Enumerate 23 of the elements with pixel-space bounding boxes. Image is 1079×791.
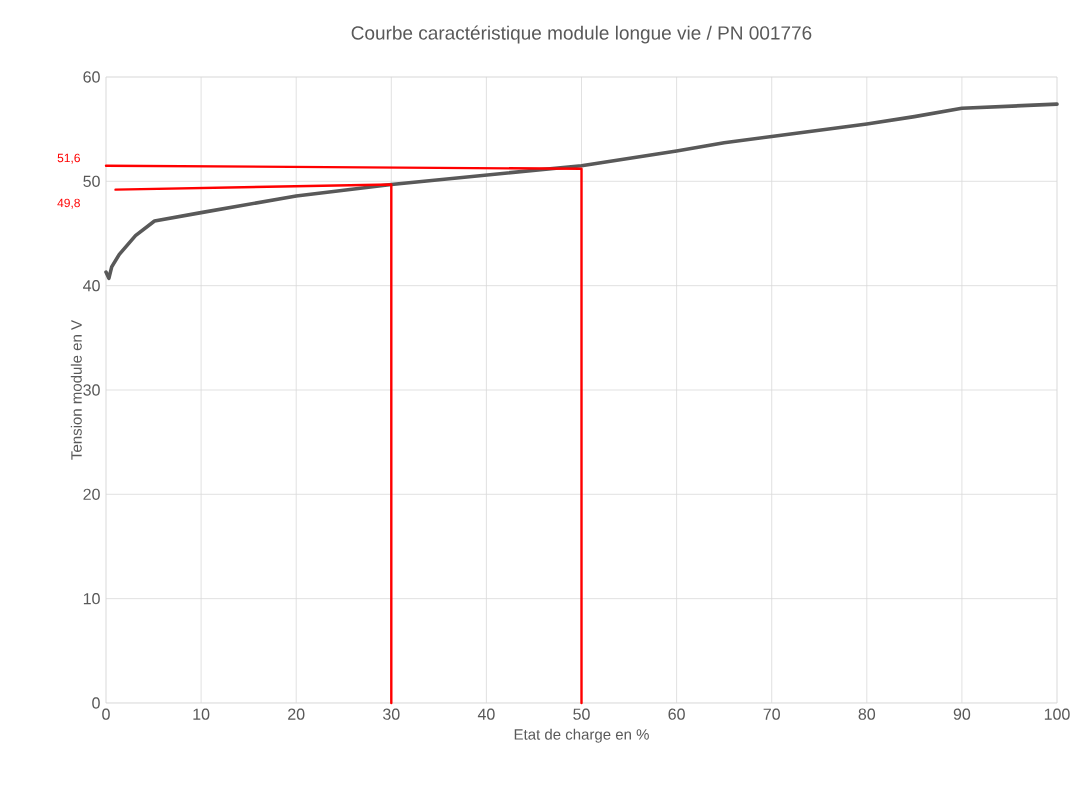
y-tick-label: 50 (83, 175, 100, 187)
y-tick-label: 40 (83, 280, 100, 292)
x-tick-label: 30 (383, 708, 400, 720)
x-tick-label: 90 (953, 708, 971, 720)
x-tick-label: 60 (668, 708, 685, 720)
x-tick-label: 50 (573, 708, 590, 720)
chart-title: Courbe caractéristique module longue vie / PN 001776 (351, 25, 812, 44)
y-tick-label: 20 (83, 488, 100, 500)
x-axis-title: Etat de charge en % (514, 728, 649, 743)
x-tick-label: 70 (763, 708, 780, 720)
y-tick-label: 10 (83, 592, 100, 605)
text: 49,8 (57, 198, 80, 209)
x-tick-label: 100 (1044, 708, 1070, 720)
text: 51,6 (57, 153, 80, 164)
y-axis-title: Tension module en V (70, 320, 82, 460)
y-tick-label: 0 (92, 697, 100, 709)
y-tick-label: 30 (83, 384, 100, 396)
x-tick-label: 0 (102, 708, 110, 720)
x-tick-label: 20 (288, 708, 305, 720)
x-tick-label: 80 (858, 708, 876, 720)
x-tick-label: 10 (193, 708, 210, 720)
x-tick-label: 40 (477, 708, 495, 720)
y-tick-label: 60 (83, 71, 100, 83)
